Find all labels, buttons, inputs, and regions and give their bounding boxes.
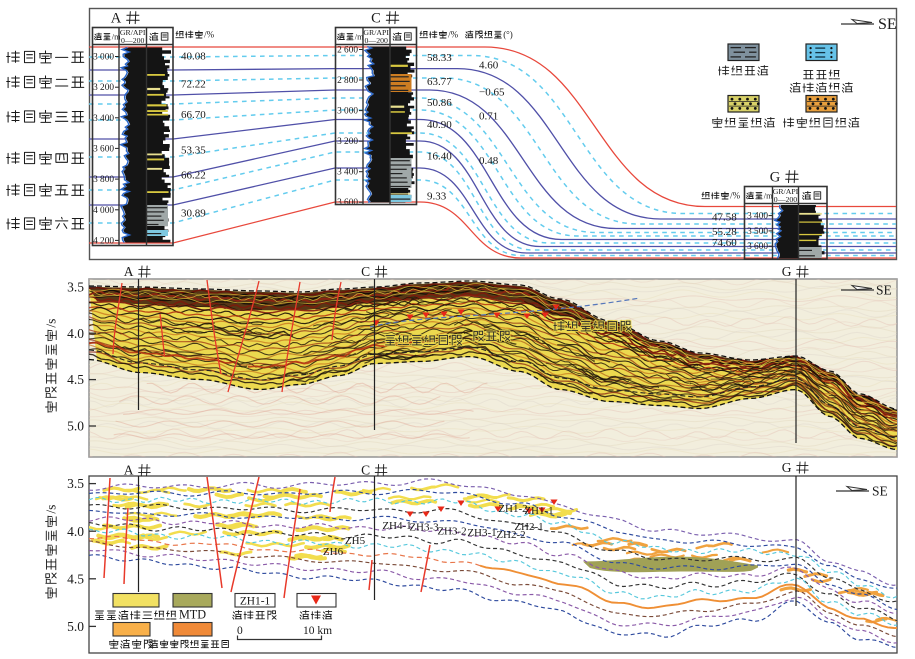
svg-text:3 200: 3 200 [337,137,358,147]
svg-text:0.71: 0.71 [479,111,498,123]
svg-text:ZH1-1: ZH1-1 [524,505,553,517]
svg-text:72.22: 72.22 [181,79,206,91]
svg-text:A: A [124,264,134,279]
svg-text:(°): (°) [503,30,513,40]
svg-text:/s: /s [44,505,59,514]
svg-text:3 000: 3 000 [337,107,358,117]
svg-text:4.5: 4.5 [67,571,84,586]
svg-text:ZH2-2: ZH2-2 [496,529,525,541]
svg-text:4.5: 4.5 [67,372,84,387]
svg-text:9.33: 9.33 [427,191,447,203]
svg-text:/m: /m [764,191,773,200]
svg-text:GR/API: GR/API [120,28,146,37]
svg-text:ZH1-2: ZH1-2 [498,503,527,515]
svg-text:C: C [371,10,381,26]
svg-text:3 200: 3 200 [93,83,114,93]
svg-text:3 600: 3 600 [747,242,768,252]
svg-text:66.70: 66.70 [181,109,206,121]
svg-text:−0.65: −0.65 [479,87,505,99]
svg-text:0—200: 0—200 [121,36,144,45]
svg-text:3.5: 3.5 [67,279,84,294]
svg-text:/%: /% [730,191,741,201]
svg-text:0—200: 0—200 [774,195,797,204]
svg-text:C: C [361,463,370,478]
svg-text:55.28: 55.28 [712,226,737,238]
svg-text:/m: /m [112,32,121,41]
svg-text:30.89: 30.89 [181,207,206,219]
svg-text:3 500: 3 500 [747,227,768,237]
svg-text:58.33: 58.33 [427,52,452,64]
svg-text:5.0: 5.0 [67,619,84,634]
svg-text:ZH3-2: ZH3-2 [437,525,466,537]
svg-text:GR/API: GR/API [363,28,389,37]
svg-text:4.60: 4.60 [479,60,499,72]
svg-text:ZH5: ZH5 [345,535,366,547]
svg-text:3 600: 3 600 [337,198,358,208]
svg-text:ZH4-1: ZH4-1 [382,520,411,532]
svg-text:/%: /% [204,30,215,40]
svg-text:16.40: 16.40 [427,151,452,163]
svg-text:74.60: 74.60 [712,237,737,249]
svg-text:4.0: 4.0 [67,524,84,539]
svg-text:G: G [770,169,781,185]
svg-text:53.35: 53.35 [181,145,206,157]
svg-text:SE: SE [872,484,888,499]
svg-text:47.58: 47.58 [712,212,737,224]
svg-text:3 400: 3 400 [747,212,768,222]
svg-text:10 km: 10 km [303,625,332,637]
svg-text:G: G [782,460,792,475]
svg-text:40.90: 40.90 [427,119,452,131]
svg-text:0.48: 0.48 [479,155,499,167]
svg-text:0—200: 0—200 [365,36,388,45]
svg-text:ZH3-1: ZH3-1 [467,527,496,539]
svg-text:5.0: 5.0 [67,419,84,434]
svg-text:4.0: 4.0 [67,326,84,341]
svg-text:4 200: 4 200 [93,236,114,246]
svg-text:66.22: 66.22 [181,169,206,181]
svg-text:/m: /m [355,32,364,41]
svg-text:40.08: 40.08 [181,51,206,63]
svg-text:2 800: 2 800 [337,76,358,86]
svg-text:4 000: 4 000 [93,206,114,216]
svg-text:/s: /s [44,319,59,328]
svg-text:3 600: 3 600 [93,144,114,154]
svg-text:3 400: 3 400 [337,168,358,178]
svg-text:A: A [111,10,122,26]
svg-text:3 400: 3 400 [93,114,114,124]
svg-text:ZH1-1: ZH1-1 [240,596,271,608]
svg-text:2 600: 2 600 [337,46,358,56]
svg-text:SE: SE [878,16,897,33]
svg-text:GR/API: GR/API [773,187,799,196]
svg-text:3 800: 3 800 [93,175,114,185]
svg-text:3.5: 3.5 [67,476,84,491]
svg-text:/%: /% [448,30,459,40]
svg-text:ZH2-1: ZH2-1 [514,521,543,533]
svg-text:SE: SE [876,283,892,298]
svg-text:ZH6: ZH6 [323,546,344,558]
svg-text:C: C [361,264,370,279]
svg-text:MTD: MTD [179,608,206,622]
svg-text:63.77: 63.77 [427,76,452,88]
svg-text:50.86: 50.86 [427,97,452,109]
svg-text:ZH3-3: ZH3-3 [409,521,439,533]
svg-text:G: G [782,264,792,279]
svg-text:0: 0 [237,625,243,637]
svg-text:A: A [124,463,134,478]
svg-text:3 000: 3 000 [93,53,114,63]
